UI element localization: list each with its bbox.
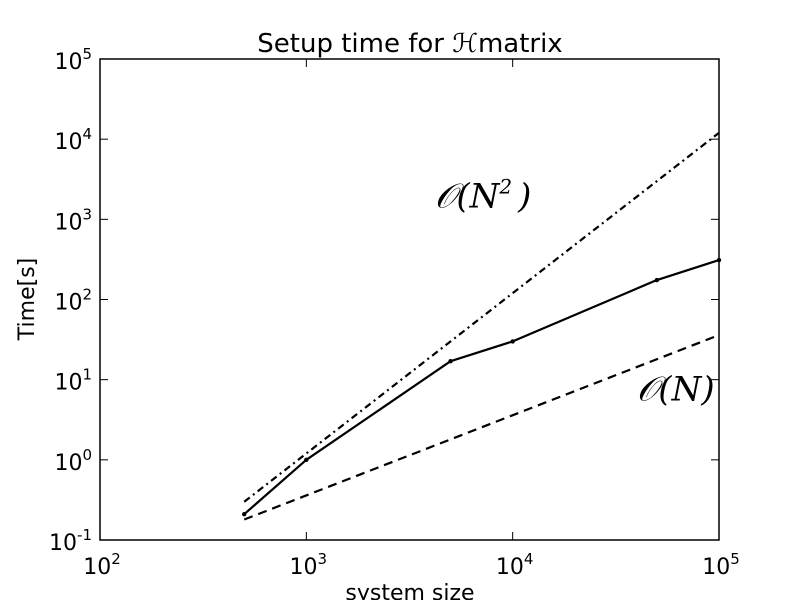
y-tick-label: 102 [54,286,92,316]
series-line-dashed [243,334,720,521]
complexity-annotation: 𝒪(N2) [435,175,531,217]
x-tick-label: 104 [496,550,534,580]
complexity-annotation: 𝒪(N) [637,369,715,409]
y-tick-label: 104 [54,125,92,155]
y-tick-label: 10-1 [49,526,92,556]
data-point [510,339,515,344]
x-axis-label: system size [345,581,474,600]
series-line-solid [243,259,720,515]
y-tick-label: 101 [54,366,92,396]
chart-title: Setup time for ℋmatrix [257,29,562,59]
y-tick-label: 105 [54,45,92,75]
data-point [304,457,309,463]
plot-frame [99,58,720,541]
y-tick-label: 103 [54,205,92,235]
y-tick-label: 100 [54,446,92,476]
data-point [242,511,247,517]
series-line-dashdot [243,131,720,503]
x-tick-label: 102 [83,550,121,580]
plot-area: 102 103 104 105 10-1 100 101 102 103 104 105 𝒪(N2) 𝒪… [49,45,740,580]
x-tick-label: 103 [290,550,328,580]
data-point [654,277,660,283]
data-point [448,358,453,364]
x-tick-label: 105 [702,550,740,580]
y-axis-label: Time[s] [15,258,40,341]
